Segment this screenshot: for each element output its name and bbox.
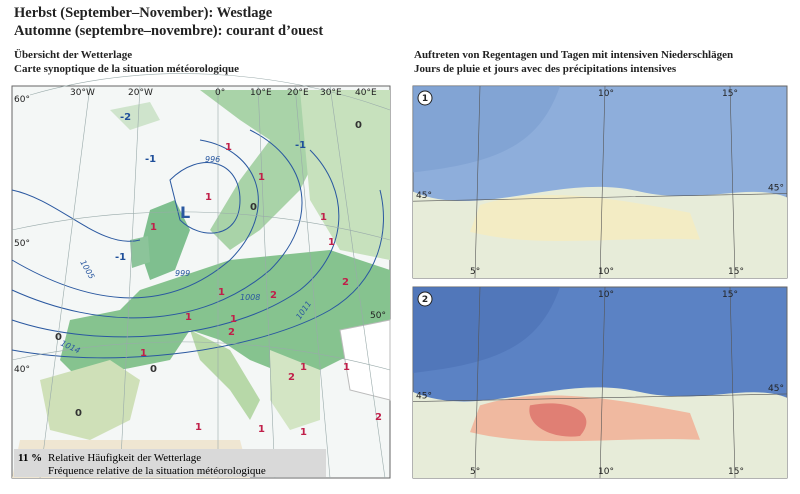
region-value: 1 bbox=[150, 222, 157, 233]
region-value: 1 bbox=[218, 287, 225, 298]
grid bbox=[412, 286, 788, 479]
isobar-label: 1008 bbox=[240, 293, 260, 302]
region-value: -1 bbox=[295, 140, 306, 151]
lon-label: 15° bbox=[722, 290, 738, 300]
subtitle: Jours de pluie et jours avec des précipi… bbox=[414, 63, 677, 75]
lon-label: 30°E bbox=[320, 88, 342, 98]
isobar-label: 999 bbox=[175, 269, 190, 278]
region-value: -1 bbox=[115, 252, 126, 263]
lat-label: 45° bbox=[416, 392, 432, 402]
region bbox=[470, 194, 700, 241]
panel-badge bbox=[417, 90, 433, 106]
lon-label: 15° bbox=[728, 467, 744, 477]
region-value: 1 bbox=[185, 312, 192, 323]
region-value: 1 bbox=[230, 314, 237, 325]
region-value: 2 bbox=[270, 290, 277, 301]
lat-label: 45° bbox=[416, 191, 432, 201]
lon-label: 10° bbox=[598, 267, 614, 277]
region-value: 1 bbox=[258, 172, 265, 183]
region-value: 1 bbox=[343, 362, 350, 373]
lon-label: 20°E bbox=[287, 88, 309, 98]
caption: Relative Häufigkeit der Wetterlage bbox=[48, 452, 201, 464]
region-value: 1 bbox=[205, 192, 212, 203]
region-value: 1 bbox=[140, 348, 147, 359]
lat-label: 40° bbox=[14, 365, 30, 375]
lat-label: 60° bbox=[14, 95, 30, 105]
lat-label: 50° bbox=[14, 239, 30, 249]
lon-label: 5° bbox=[470, 267, 480, 277]
region-value: 2 bbox=[375, 412, 382, 423]
lon-label: 10° bbox=[598, 467, 614, 477]
lon-label: 10° bbox=[598, 89, 614, 99]
region-value: 2 bbox=[342, 277, 349, 288]
region-value: 2 bbox=[288, 372, 295, 383]
region bbox=[413, 86, 560, 173]
panel-number: 1 bbox=[422, 94, 428, 104]
region bbox=[529, 403, 587, 437]
caption-percent: 11 % bbox=[18, 452, 42, 464]
region-value: 0 bbox=[75, 408, 82, 419]
synoptic-map: 30°W 20°W 0° 10°E 20°E 30°E 40°E 60° 50°… bbox=[11, 73, 391, 479]
region-value: 1 bbox=[300, 427, 307, 438]
lon-label: 15° bbox=[728, 267, 744, 277]
grid bbox=[412, 85, 788, 279]
region-value: 1 bbox=[195, 422, 202, 433]
low-pressure: L bbox=[180, 203, 190, 222]
lon-label: 15° bbox=[722, 89, 738, 99]
isobar-label: 996 bbox=[205, 155, 220, 164]
precipitation-map: 1 10° 15° 45° 45° 5° 10° 15° bbox=[412, 85, 788, 279]
lat-label: 45° bbox=[768, 184, 784, 194]
region-value: 1 bbox=[258, 424, 265, 435]
caption-box bbox=[14, 449, 326, 477]
lon-label: 0° bbox=[215, 88, 225, 98]
title: Automne (septembre–novembre): courant d’… bbox=[14, 23, 323, 39]
lon-label: 30°W bbox=[70, 88, 95, 98]
lon-label: 20°W bbox=[128, 88, 153, 98]
region-value: 1 bbox=[225, 142, 232, 153]
lon-label: 40°E bbox=[355, 88, 377, 98]
region-value: 0 bbox=[150, 364, 157, 375]
panel-badge bbox=[417, 291, 433, 307]
panel-number: 2 bbox=[422, 295, 428, 305]
subtitle: Übersicht der Wetterlage bbox=[14, 48, 132, 61]
caption: Fréquence relative de la situation météo… bbox=[48, 465, 266, 477]
region-value: 2 bbox=[228, 327, 235, 338]
lon-label: 10°E bbox=[250, 88, 272, 98]
lat-label: 45° bbox=[768, 384, 784, 394]
region-value: 1 bbox=[328, 237, 335, 248]
region-value: 1 bbox=[320, 212, 327, 223]
region bbox=[413, 287, 560, 373]
subtitle: Carte synoptique de la situation météoro… bbox=[14, 63, 239, 75]
region-value: -1 bbox=[145, 154, 156, 165]
subtitle: Auftreten von Regentagen und Tagen mit i… bbox=[414, 49, 733, 61]
region-value: 0 bbox=[250, 202, 257, 213]
region-value: 0 bbox=[355, 120, 362, 131]
precipitation-map: 2 10° 15° 45° 45° 5° 10° 15° bbox=[412, 286, 788, 479]
lon-label: 10° bbox=[598, 290, 614, 300]
lat-label: 50° bbox=[370, 311, 386, 321]
region-value: 1 bbox=[300, 362, 307, 373]
title: Herbst (September–November): Westlage bbox=[14, 5, 273, 21]
region-value: -2 bbox=[120, 112, 131, 123]
region-value: 0 bbox=[55, 332, 62, 343]
lon-label: 5° bbox=[470, 467, 480, 477]
